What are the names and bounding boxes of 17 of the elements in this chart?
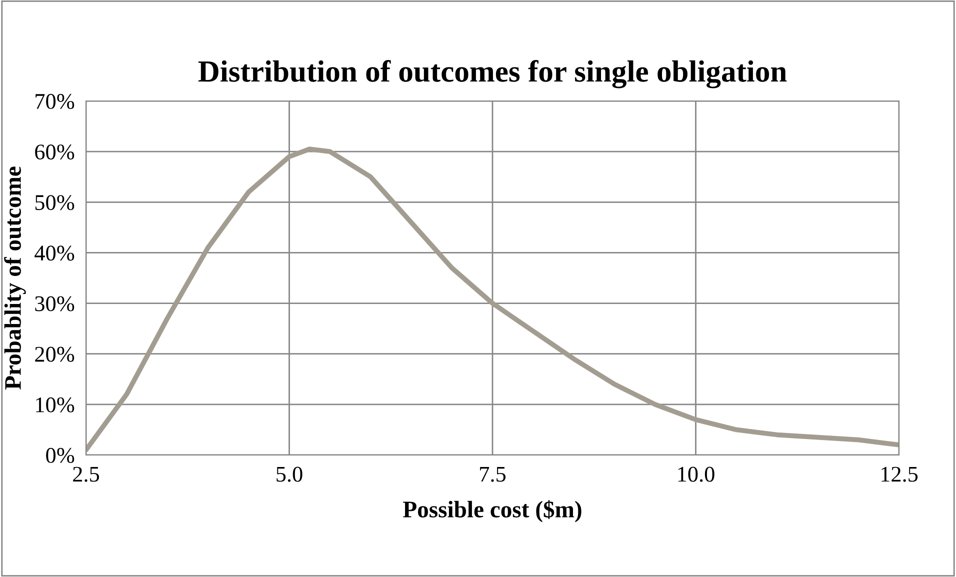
y-tick-label: 0% [46,448,74,463]
x-tick-label: 5.0 [276,466,302,482]
y-tick-label: 30% [35,296,74,312]
y-tick-label: 70% [36,94,74,109]
y-tick-label: 50% [35,195,74,210]
line-series [86,146,899,452]
x-tick-label: 10.0 [678,466,714,482]
x-axis-title: Possible cost ($m) [403,500,582,522]
chart-title: Distribution of outcomes for single obligation [198,60,787,88]
y-tick-label: 60% [35,144,74,160]
y-tick-label: 20% [35,346,74,362]
y-tick-label: 40% [34,246,74,261]
x-tick-label: 12.5 [882,466,918,482]
x-tick-label: 2.5 [73,466,100,482]
x-tick-label: 7.5 [480,466,506,482]
y-tick-label: 10% [36,397,74,412]
y-axis-title: Probablity of outcome [4,166,26,390]
